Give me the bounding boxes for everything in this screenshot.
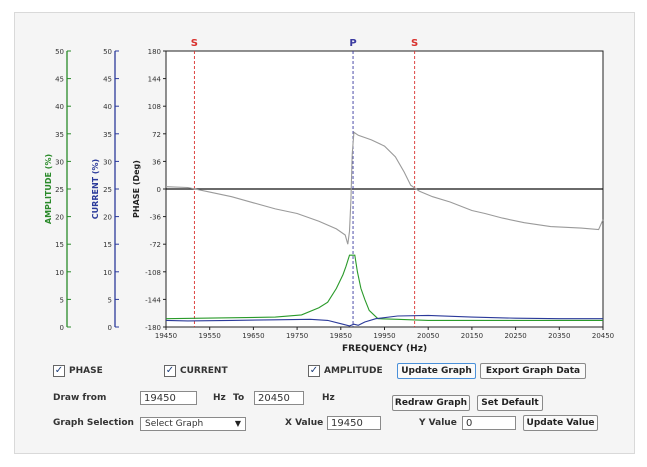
marker-label-s: S xyxy=(411,38,418,49)
current-tick-label: 45 xyxy=(103,76,112,84)
phase-tick-label: -36 xyxy=(150,214,162,222)
amplitude-tick-label: 50 xyxy=(55,48,64,56)
x-value-input[interactable]: 19450 xyxy=(327,416,381,430)
y-value-label: Y Value xyxy=(419,418,457,428)
current-tick-label: 35 xyxy=(103,131,112,139)
export-graph-data-button[interactable]: Export Graph Data xyxy=(480,363,586,379)
draw-to-input[interactable]: 20450 xyxy=(254,391,304,405)
phase-checkbox-label: PHASE xyxy=(69,366,103,376)
current-checkbox[interactable]: ✓ xyxy=(164,365,176,377)
phase-tick-label: -144 xyxy=(145,296,161,304)
phase-tick-label: -180 xyxy=(145,324,161,332)
x-tick-label: 20050 xyxy=(417,332,439,340)
graph-selection-dropdown[interactable]: Select Graph ▼ xyxy=(140,417,246,431)
amplitude-axis-title: AMPLITUDE (%) xyxy=(44,154,53,224)
amplitude-tick-label: 40 xyxy=(55,103,64,111)
x-axis-title: FREQUENCY (Hz) xyxy=(342,344,427,353)
draw-from-unit: Hz xyxy=(213,393,226,403)
redraw-graph-button[interactable]: Redraw Graph xyxy=(392,395,470,411)
x-tick-label: 19650 xyxy=(242,332,264,340)
series-line-amplitude xyxy=(165,254,603,321)
current-tick-label: 15 xyxy=(103,241,112,249)
amplitude-tick-label: 5 xyxy=(60,296,64,304)
update-value-button[interactable]: Update Value xyxy=(523,415,598,431)
current-tick-label: 40 xyxy=(103,103,112,111)
chevron-down-icon: ▼ xyxy=(234,419,241,428)
current-axis-title: CURRENT (%) xyxy=(91,159,100,219)
x-tick-label: 20350 xyxy=(548,332,570,340)
amplitude-tick-label: 0 xyxy=(60,324,64,332)
draw-to-unit: Hz xyxy=(322,393,335,403)
x-tick-label: 20250 xyxy=(504,332,526,340)
x-tick-label: 19850 xyxy=(330,332,352,340)
amplitude-checkbox[interactable]: ✓ xyxy=(308,365,320,377)
phase-tick-label: -108 xyxy=(145,269,161,277)
amplitude-tick-label: 45 xyxy=(55,76,64,84)
x-tick-label: 19450 xyxy=(155,332,177,340)
phase-tick-label: 72 xyxy=(152,131,161,139)
draw-from-input[interactable]: 19450 xyxy=(140,391,197,405)
graph-panel: 50 45 40 35 30 25 20 15 10 5 0 AMPLITUDE (%) 50 45 40 3… xyxy=(14,12,635,454)
series-line-phase xyxy=(165,131,604,245)
amplitude-checkbox-label: AMPLITUDE xyxy=(324,366,383,376)
phase-tick-label: 108 xyxy=(148,103,161,111)
graph-selection-label: Graph Selection xyxy=(53,418,134,428)
current-tick-label: 10 xyxy=(103,269,112,277)
current-tick-label: 30 xyxy=(103,158,112,166)
y-value-input[interactable]: 0 xyxy=(462,416,516,430)
x-tick-label: 19950 xyxy=(373,332,395,340)
phase-tick-label: 0 xyxy=(157,186,161,194)
series-line-current xyxy=(165,314,603,327)
x-tick-label: 19750 xyxy=(286,332,308,340)
amplitude-tick-label: 30 xyxy=(55,158,64,166)
amplitude-tick-label: 35 xyxy=(55,131,64,139)
x-tick-label: 20150 xyxy=(461,332,483,340)
current-checkbox-label: CURRENT xyxy=(180,366,228,376)
current-tick-label: 50 xyxy=(103,48,112,56)
phase-axis-title: PHASE (Deg) xyxy=(132,160,141,218)
phase-tick-label: 180 xyxy=(148,48,161,56)
set-default-button[interactable]: Set Default xyxy=(477,395,543,411)
marker-label-s: S xyxy=(191,38,198,49)
current-tick-label: 20 xyxy=(103,214,112,222)
draw-from-label: Draw from xyxy=(53,393,107,403)
amplitude-tick-label: 10 xyxy=(55,269,64,277)
amplitude-tick-label: 25 xyxy=(55,186,64,194)
x-tick-label: 19550 xyxy=(199,332,221,340)
amplitude-tick-label: 15 xyxy=(55,241,64,249)
phase-tick-label: 36 xyxy=(152,158,161,166)
phase-tick-label: 144 xyxy=(148,76,162,84)
phase-checkbox[interactable]: ✓ xyxy=(53,365,65,377)
current-tick-label: 5 xyxy=(108,296,112,304)
graph-selection-value: Select Graph xyxy=(145,419,204,429)
x-tick-label: 20450 xyxy=(592,332,614,340)
amplitude-tick-label: 20 xyxy=(55,214,64,222)
update-graph-button[interactable]: Update Graph xyxy=(397,363,476,379)
marker-label-p: P xyxy=(349,38,356,49)
x-value-label: X Value xyxy=(285,418,324,428)
to-label: To xyxy=(233,393,245,403)
current-tick-label: 25 xyxy=(103,186,112,194)
phase-tick-label: -72 xyxy=(150,241,161,249)
current-tick-label: 0 xyxy=(108,324,112,332)
